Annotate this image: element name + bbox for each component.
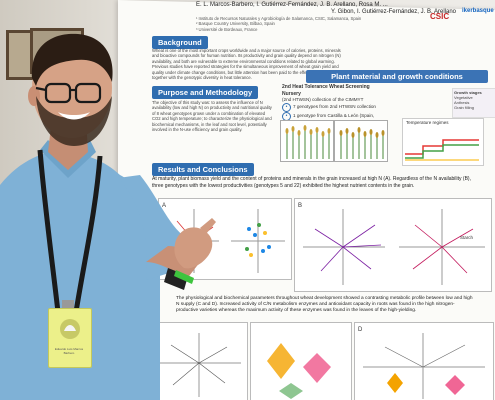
ikerbasque-logo: ikerbasque xyxy=(462,8,494,14)
section-header-background: Background xyxy=(152,36,208,49)
section-header-plant-material: Plant material and growth conditions xyxy=(306,70,488,83)
legend-item: Vegetative xyxy=(454,95,473,100)
results-text-2: The physiological and biochemical parame… xyxy=(176,296,473,313)
lanyard xyxy=(73,155,103,313)
beard xyxy=(36,96,112,146)
wheat-plants-icon xyxy=(285,125,331,159)
svg-text:B: B xyxy=(298,203,302,209)
legend-item: Grain filling xyxy=(454,105,475,110)
background-text: Wheat is one of the most important crops… xyxy=(152,48,342,81)
name-badge xyxy=(48,308,92,368)
results-panel-d xyxy=(250,322,352,400)
nursery-subtitle: (2nd HTWSN) collection of the CIMMYT xyxy=(282,97,364,102)
affiliation-2: ² Basque Country University, Bilbao, Spa… xyxy=(196,21,275,27)
legend-title: Growth stages xyxy=(454,90,482,95)
poster-authors: E. L. Marcos-Barbero, I. Gutiérrez-Ferná… xyxy=(196,2,456,32)
nursery-title: 2nd Heat Tolerance Wheat Screening Nurse… xyxy=(282,84,370,97)
temperature-lines xyxy=(405,139,479,161)
section-header-results: Results and Conclusions xyxy=(152,163,254,176)
csic-logo: CSIC xyxy=(430,12,450,21)
purpose-text: The objective of this study was: to asse… xyxy=(152,100,272,133)
badge-logo-icon xyxy=(60,319,80,339)
temperature-label: Temperature regimes xyxy=(406,120,449,125)
wheat-plant-illustration xyxy=(280,120,334,162)
affiliation-1: ¹ Instituto de Recursos Naturales y Agro… xyxy=(196,16,362,21)
watch-icon xyxy=(164,268,188,290)
affiliation-3: ³ Université de Bordeaux, France xyxy=(196,26,258,32)
pca-chart: C xyxy=(154,327,241,397)
glasses-icon xyxy=(35,82,102,104)
panel-label: A xyxy=(162,203,166,209)
results-panel-e: D xyxy=(354,322,494,400)
growth-stage-legend: Growth stages Vegetative Anthesis Grain … xyxy=(452,88,495,118)
pca-chart: D xyxy=(358,327,485,399)
smile xyxy=(58,112,90,120)
authors-line-2: Y. Gibon, I. Gutiérrez-Fernández, J. B. … xyxy=(331,9,456,15)
hair xyxy=(31,33,113,86)
authors-line-1: E. L. Marcos-Barbero, I. Gutiérrez-Ferná… xyxy=(196,2,388,8)
chart-annotation: Starch xyxy=(460,235,474,240)
wheat-plants-icon xyxy=(339,127,385,159)
badge-name: Eduardo Luis Marcos Barbero xyxy=(54,347,84,355)
lanyard-clip xyxy=(62,300,74,310)
hand xyxy=(174,227,213,269)
pointing-finger xyxy=(200,218,216,234)
lanyard xyxy=(37,149,61,313)
nursery-line-1: 7 genotypes from 2nd HTWSN collection xyxy=(293,103,376,109)
wheat-plant-illustration xyxy=(334,120,388,162)
wristband xyxy=(174,270,194,284)
results-panel-c: C xyxy=(150,322,248,400)
temperature-regime-chart: Temperature regimes xyxy=(402,118,484,166)
legend-item: Anthesis xyxy=(454,100,470,105)
results-panel-b: B Starch xyxy=(294,198,492,292)
section-header-purpose: Purpose and Methodology xyxy=(152,86,259,99)
results-text: At maturity, plant biomass yield and the… xyxy=(152,176,471,189)
radar-chart xyxy=(267,343,331,399)
pca-biplot-chart: B Starch xyxy=(298,203,485,285)
svg-text:D: D xyxy=(358,327,363,333)
